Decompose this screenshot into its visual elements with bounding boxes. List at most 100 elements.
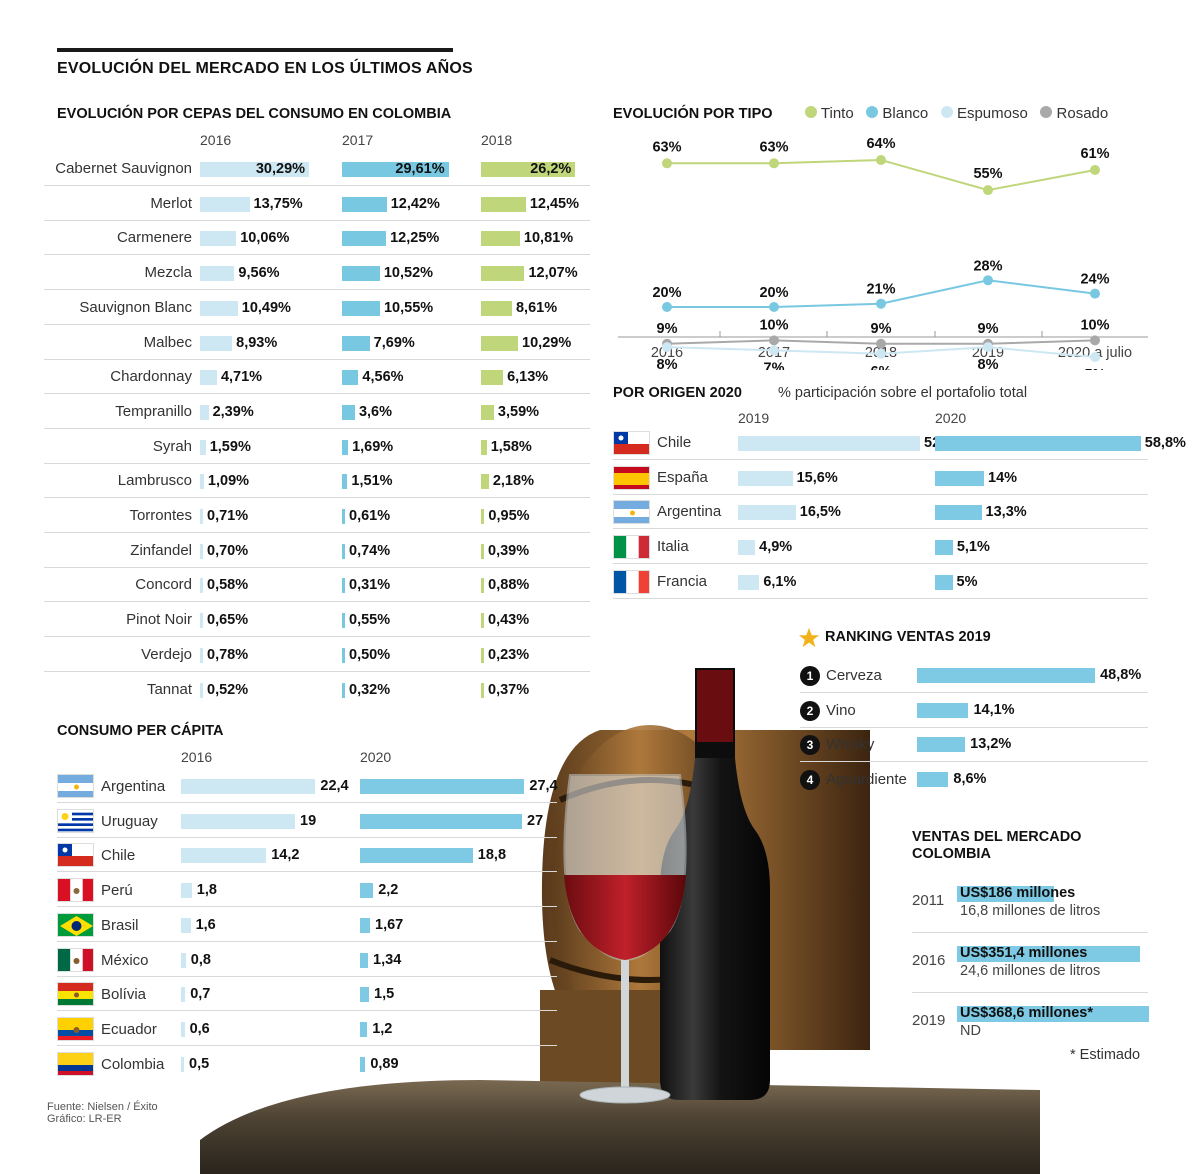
tipo-point-tinto-0 bbox=[662, 158, 672, 169]
origen-bar-argentina-2019 bbox=[738, 505, 796, 521]
cepa-value-mezcla-2016: 9,56% bbox=[238, 265, 280, 282]
wine-bottle-icon bbox=[660, 668, 770, 1100]
percapita-label-uruguay: Uruguay bbox=[101, 812, 158, 830]
legend-tinto: Tinto bbox=[820, 105, 854, 122]
origen-bar-italia-2020 bbox=[935, 540, 953, 556]
tipo-label-tinto-4: 61% bbox=[1080, 146, 1109, 162]
table-surface bbox=[200, 1080, 1040, 1174]
percapita-bar-argentina-2020 bbox=[360, 779, 525, 794]
cepa-bar-mezcla-2018 bbox=[481, 266, 525, 282]
origen-bar-italia-2019 bbox=[738, 540, 756, 556]
cepa-divider bbox=[44, 185, 590, 186]
cepa-divider bbox=[44, 601, 590, 603]
cepa-value-pinot-noir-2017: 0,55% bbox=[349, 612, 391, 629]
cepa-value-zinfandel-2018: 0,39% bbox=[488, 542, 530, 559]
flag-francia-icon bbox=[613, 569, 650, 594]
cepa-bar-cabernet-sauvignon-2017: 29,61% bbox=[342, 162, 449, 177]
ventas-divider bbox=[912, 992, 1148, 993]
cepa-bar-malbec-2018 bbox=[481, 335, 519, 351]
main-title: EVOLUCIÓN DEL MERCADO EN LOS ÚLTIMOS AÑO… bbox=[57, 60, 473, 77]
percapita-label-ecuador: Ecuador bbox=[101, 1020, 157, 1038]
percapita-bar-mexico-2016 bbox=[181, 952, 186, 968]
cepa-bar-merlot-2017 bbox=[342, 196, 387, 212]
ranking-value-whisky: 13,2% bbox=[970, 736, 1012, 753]
cepa-value-concord-2018: 0,88% bbox=[488, 577, 530, 594]
ranking-label-cerveza: Cerveza bbox=[826, 667, 882, 684]
percapita-divider bbox=[57, 871, 557, 873]
tipo-label-blanco-2: 21% bbox=[866, 282, 895, 298]
origen-bar-espana-2019 bbox=[738, 470, 793, 486]
cepa-label-torrontes: Torrontes bbox=[129, 507, 192, 524]
cepa-label-mezcla: Mezcla bbox=[144, 264, 192, 282]
cepa-value-verdejo-2017: 0,50% bbox=[349, 646, 391, 663]
legend-rosado: Rosado bbox=[1056, 105, 1109, 122]
percapita-label-colombia: Colombia bbox=[101, 1055, 165, 1073]
tipo-label-tinto-1: 63% bbox=[759, 139, 788, 155]
percapita-divider bbox=[57, 1010, 557, 1012]
tipo-label-rosado-0: 9% bbox=[657, 321, 678, 337]
origen-label-espana: España bbox=[657, 468, 708, 486]
ventas-note: * Estimado bbox=[1070, 1047, 1141, 1063]
cepa-value-concord-2017: 0,31% bbox=[349, 577, 391, 594]
tipo-label-blanco-4: 24% bbox=[1080, 272, 1109, 288]
origen-bar-chile-2019 bbox=[738, 436, 920, 451]
ventas-sub-2011: 16,8 millones de litros bbox=[960, 903, 1101, 919]
cepa-bar-merlot-2016 bbox=[200, 196, 250, 212]
tipo-label-tinto-0: 63% bbox=[652, 139, 681, 155]
cepa-bar-torrontes-2016 bbox=[200, 509, 203, 524]
percapita-divider bbox=[57, 975, 557, 977]
cepa-value-zinfandel-2016: 0,70% bbox=[207, 542, 249, 559]
percapita-value-bolivia-2016: 0,7 bbox=[190, 986, 211, 1003]
cepa-bar-pinot-noir-2018 bbox=[481, 613, 484, 629]
cepa-value-concord-2016: 0,58% bbox=[207, 577, 249, 594]
credit-note: Gráfico: LR-ER bbox=[47, 1113, 122, 1125]
origen-value-francia-2020: 5% bbox=[956, 573, 978, 590]
cepa-bar-pinot-noir-2017 bbox=[342, 613, 345, 629]
cepa-bar-zinfandel-2017 bbox=[342, 543, 345, 559]
ventas-amount-2011: US$186 millones bbox=[960, 885, 1076, 901]
cepa-divider bbox=[44, 323, 590, 325]
tipo-label-blanco-0: 20% bbox=[652, 285, 681, 301]
flag-argentina-icon bbox=[613, 500, 650, 525]
tipo-label-blanco-1: 20% bbox=[759, 285, 788, 301]
cepa-bar-carmenere-2018 bbox=[481, 231, 520, 247]
cepa-value-lambrusco-2016: 1,09% bbox=[207, 473, 250, 490]
percapita-value-uruguay-2016: 19 bbox=[300, 812, 317, 829]
cepa-bar-cabernet-sauvignon-2016: 30,29% bbox=[200, 162, 310, 177]
percapita-bar-peru-2016 bbox=[181, 883, 192, 899]
flag-italia-icon bbox=[613, 535, 650, 560]
cepa-value-chardonnay-2017: 4,56% bbox=[362, 369, 404, 386]
ventas-sub-2019: ND bbox=[960, 1023, 981, 1039]
cepa-bar-lambrusco-2018 bbox=[481, 474, 489, 490]
cepa-value-carmenere-2018: 10,81% bbox=[523, 230, 574, 247]
wine-illustration bbox=[200, 668, 1040, 1174]
ranking-bar-cerveza bbox=[917, 668, 1096, 683]
ventas-title-1: VENTAS DEL MERCADO bbox=[912, 829, 1082, 845]
cepa-divider bbox=[44, 670, 590, 672]
cepa-bar-cabernet-sauvignon-2018: 26,2% bbox=[481, 162, 576, 177]
percapita-year-2016: 2016 bbox=[181, 749, 213, 765]
cepa-value-torrontes-2018: 0,95% bbox=[488, 508, 530, 524]
tipo-label-tinto-3: 55% bbox=[973, 166, 1002, 182]
percapita-bar-colombia-2016 bbox=[181, 1056, 184, 1072]
origen-value-argentina-2019: 16,5% bbox=[799, 504, 841, 521]
ventas-amount-2016: US$351,4 millones bbox=[960, 945, 1088, 961]
tipo-point-espumoso-1 bbox=[769, 345, 779, 356]
ranking-number-1: 1 bbox=[800, 666, 820, 686]
cepa-label-lambrusco: Lambrusco bbox=[117, 472, 192, 490]
cepa-bar-tempranillo-2018 bbox=[481, 404, 494, 420]
origen-value-espana-2019: 15,6% bbox=[796, 469, 838, 486]
percapita-bar-mexico-2020 bbox=[360, 952, 369, 968]
ventas-bar-2019 bbox=[957, 1006, 1149, 1022]
ventas-bar-2011 bbox=[957, 886, 1054, 902]
percapita-bar-colombia-2020 bbox=[360, 1056, 366, 1072]
cepa-bar-tempranillo-2016 bbox=[200, 404, 209, 420]
cepa-value-pinot-noir-2018: 0,43% bbox=[488, 612, 530, 629]
cepa-value-merlot-2016: 13,75% bbox=[253, 195, 303, 212]
cepa-value-carmenere-2017: 12,25% bbox=[390, 230, 440, 247]
tipo-label-espumoso-2: 6% bbox=[871, 364, 892, 370]
tipo-label-espumoso-4: 5% bbox=[1085, 367, 1106, 370]
ranking-divider bbox=[800, 692, 1148, 693]
flag-peru-icon bbox=[57, 878, 94, 903]
cepa-value-lambrusco-2017: 1,51% bbox=[351, 473, 393, 490]
